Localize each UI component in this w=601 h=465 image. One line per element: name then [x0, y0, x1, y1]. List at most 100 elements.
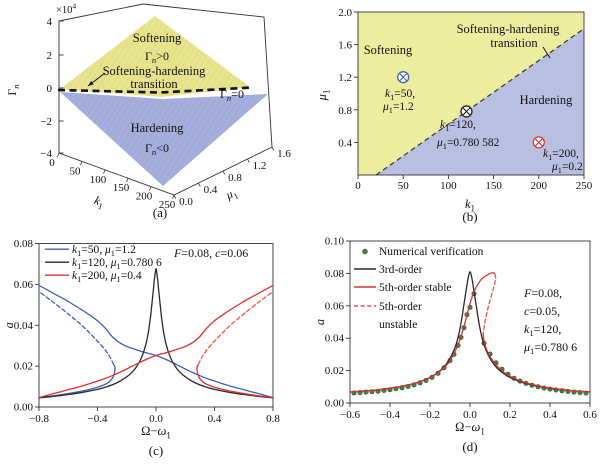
- y-axis-title: a: [313, 319, 327, 325]
- axes-box: [357, 11, 585, 176]
- y-tick-label: 1.6: [338, 40, 352, 52]
- transition-label-1: Softening-hardening: [103, 64, 207, 78]
- y-tick-label: 0.06: [325, 300, 345, 312]
- marker-label-1: k1=200,: [543, 148, 579, 162]
- y-axis-title: a: [2, 322, 16, 328]
- series-curve: [38, 267, 274, 399]
- x-tick-label: −0.4: [88, 413, 108, 425]
- y-tick-label: 0.08: [325, 268, 345, 280]
- transition-label-2: transition: [490, 36, 538, 50]
- y-tick: [198, 182, 201, 187]
- y-tick-label: 0.06: [14, 279, 34, 291]
- softening-condition: Γn>0: [145, 49, 169, 65]
- series-curve: [38, 363, 116, 399]
- legend-entry: unstable: [379, 319, 417, 331]
- x-tick: [57, 152, 60, 157]
- x-tick-label: −0.8: [29, 413, 49, 425]
- z-tick-label: 0: [47, 83, 53, 95]
- series-curve: [482, 273, 497, 334]
- transition-label-2: transition: [130, 77, 178, 91]
- transition-pointer-line: [542, 46, 551, 59]
- x-tick-label: 100: [440, 180, 457, 192]
- caption-b: (b): [462, 209, 477, 224]
- legend-entry: k1=50, μ1=1.2: [72, 244, 136, 258]
- x-tick-label: 0.4: [208, 413, 222, 425]
- y-axis-title: μ1: [223, 185, 240, 205]
- y-tick-label: 0.04: [14, 320, 34, 332]
- hardening-label: Hardening: [520, 93, 574, 107]
- series-curve: [482, 332, 591, 393]
- gamma-zero-label: Γn=0: [220, 87, 244, 103]
- series-curve: [196, 363, 274, 399]
- softening-region: [358, 12, 584, 175]
- x-tick: [172, 194, 175, 199]
- panel-d-verification: −0.6 −0.4 −0.2 0.0 0.2 0.4 0.6 0.00 0.02 0.04 0.06…: [313, 236, 597, 455]
- marker-label-2: μ1=0.780 582: [436, 137, 500, 151]
- legend-entry: 3rd-order: [379, 264, 423, 276]
- series-curve: [38, 284, 274, 399]
- x-axis-title: k1: [465, 197, 475, 213]
- y-tick: [247, 158, 250, 163]
- y-tick-label: 0.8: [228, 172, 242, 184]
- x-tick-label: 0.0: [149, 413, 163, 425]
- y-tick-label: 0.4: [338, 137, 352, 149]
- x-tick: [126, 178, 129, 183]
- x-tick-label: 0.6: [583, 409, 597, 421]
- series-curve: [38, 284, 274, 399]
- marker-x: [462, 107, 471, 116]
- x-axis-title: Ω−ω1: [141, 424, 171, 440]
- x-tick-label: 150: [485, 180, 502, 192]
- hardening-label: Hardening: [131, 121, 185, 135]
- marker-x: [399, 73, 407, 81]
- y-tick: [271, 146, 275, 151]
- x-tick-label: 200: [136, 191, 153, 203]
- softening-label: Softening: [133, 31, 182, 45]
- legend-entry: Numerical verification: [379, 246, 484, 258]
- x-tick-label: 150: [113, 182, 130, 194]
- case-marker: [460, 105, 473, 118]
- caption-a: (a): [153, 205, 167, 220]
- x-tick-label: 0: [355, 180, 361, 192]
- y-tick-label: 0.02: [325, 365, 344, 377]
- marker-label-2: μ1=0.2: [551, 161, 583, 175]
- x-tick: [149, 186, 152, 191]
- panel-b-region-map: 0 50 100 150 200 250 0.4 0.8 1.2 1.6 2.0 k1 μ1 Soften…: [315, 7, 593, 224]
- x-tick-label: 50: [70, 165, 82, 177]
- x-tick-label: 0.0: [463, 409, 477, 421]
- y-axis-title: μ1: [315, 90, 331, 102]
- x-tick-label: 0: [49, 157, 55, 169]
- x-tick: [80, 161, 83, 166]
- z-tick-label: 2: [47, 50, 53, 62]
- y-tick-label: 0.10: [325, 236, 345, 248]
- series-curve: [349, 272, 496, 393]
- y-tick-label: 0.04: [325, 333, 345, 345]
- parameter-note-line: F=0.08,: [523, 286, 562, 300]
- x-axis-title: Ω−ω1: [455, 420, 485, 436]
- z-tick-label: −4: [40, 148, 52, 160]
- y-tick-label: 1.6: [277, 148, 291, 160]
- legend-entry: 5th-order: [379, 301, 422, 313]
- x-tick-label: 200: [531, 180, 548, 192]
- softening-surface-mesh: [60, 16, 250, 97]
- legend-entry: k1=120, μ1=0.780 6: [72, 257, 162, 271]
- parameter-note: F=0.08, c=0.06: [173, 246, 248, 260]
- legend-dot-sample: [362, 248, 368, 255]
- x-tick-label: −0.6: [340, 409, 360, 421]
- marker-label-1: k1=120,: [440, 119, 476, 133]
- x-tick-label: 100: [90, 174, 107, 186]
- y-tick-label: 0.00: [14, 402, 34, 414]
- x-tick-label: 0.2: [503, 409, 517, 421]
- x-axis-title: k1: [92, 193, 107, 212]
- y-tick: [222, 170, 226, 175]
- series-curve: [38, 290, 115, 366]
- y-tick-label: 0.02: [14, 361, 33, 373]
- x-tick-label: 250: [159, 199, 176, 211]
- x-tick-label: 50: [398, 180, 410, 192]
- z-tick-label: 4: [47, 16, 53, 28]
- panel-a-3d-surface: 4 2 0 −2 −4 ×104 Γn 0 50 100 150 200 250 k1 0.0 0.4 0.8 1…: [5, 2, 291, 220]
- y-tick-label: 0.4: [204, 184, 218, 196]
- annotation-arrow-head: [88, 80, 94, 86]
- legend-entry: 5th-order stable: [379, 282, 452, 294]
- x-tick-label: −0.2: [420, 409, 440, 421]
- caption-d: (d): [462, 439, 477, 454]
